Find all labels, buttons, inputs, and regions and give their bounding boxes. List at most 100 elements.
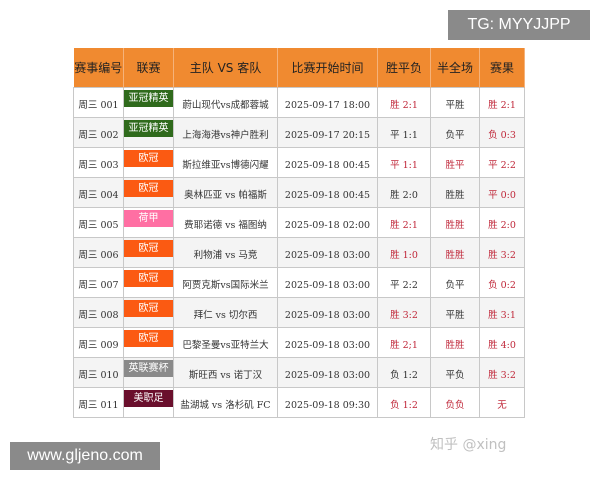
league-cell: 欧冠	[123, 236, 174, 268]
win-draw-loss: 平 1:1	[377, 146, 431, 178]
match-teams: 斯拉维亚vs博德闪耀	[173, 146, 278, 178]
league-badge: 欧冠	[124, 269, 173, 287]
match-result: 胜 3:2	[479, 236, 525, 268]
match-result: 胜 2:1	[479, 86, 525, 118]
table-row: 周三 010 英联赛杯 斯旺西 vs 诺丁汉 2025-09-18 03:00 负 1:…	[73, 356, 525, 388]
half-full: 胜胜	[430, 176, 480, 208]
match-id: 周三 008	[73, 296, 124, 328]
match-result: 胜 3:2	[479, 356, 525, 388]
match-teams: 蔚山现代vs成都蓉城	[173, 86, 278, 118]
half-full: 负负	[430, 386, 480, 418]
match-time: 2025-09-18 03:00	[277, 326, 378, 358]
win-draw-loss: 负 1:2	[377, 386, 431, 418]
win-draw-loss: 胜 1:0	[377, 236, 431, 268]
league-cell: 亚冠精英	[123, 86, 174, 118]
match-teams: 奥林匹亚 vs 帕福斯	[173, 176, 278, 208]
table-row: 周三 004 欧冠 奥林匹亚 vs 帕福斯 2025-09-18 00:45 胜 2:0…	[73, 176, 525, 208]
match-id: 周三 005	[73, 206, 124, 238]
league-badge: 欧冠	[124, 149, 173, 167]
table-row: 周三 006 欧冠 利物浦 vs 马竞 2025-09-18 03:00 胜 1:0 胜胜…	[73, 236, 525, 268]
match-time: 2025-09-18 02:00	[277, 206, 378, 238]
table-row: 周三 001 亚冠精英 蔚山现代vs成都蓉城 2025-09-17 18:00 胜 2:…	[73, 86, 525, 118]
match-teams: 盐湖城 vs 洛杉矶 FC	[173, 386, 278, 418]
league-cell: 欧冠	[123, 176, 174, 208]
header-cell: 赛果	[479, 48, 525, 87]
match-result: 胜 4:0	[479, 326, 525, 358]
match-result: 负 0:3	[479, 116, 525, 148]
match-result: 无	[479, 386, 525, 418]
match-time: 2025-09-18 00:45	[277, 176, 378, 208]
match-id: 周三 003	[73, 146, 124, 178]
site-watermark: www.gljeno.com	[10, 442, 160, 470]
match-id: 周三 011	[73, 386, 124, 418]
match-teams: 上海海港vs神户胜利	[173, 116, 278, 148]
header-cell: 比赛开始时间	[277, 48, 378, 87]
header-cell: 联赛	[123, 48, 174, 87]
league-badge: 荷甲	[124, 209, 173, 227]
league-badge: 亚冠精英	[124, 119, 173, 137]
league-badge: 英联赛杯	[124, 359, 173, 377]
league-badge: 欧冠	[124, 299, 173, 317]
league-cell: 欧冠	[123, 296, 174, 328]
match-time: 2025-09-18 03:00	[277, 266, 378, 298]
match-id: 周三 001	[73, 86, 124, 118]
win-draw-loss: 胜 2:1	[377, 206, 431, 238]
match-result: 胜 2:0	[479, 206, 525, 238]
win-draw-loss: 平 1:1	[377, 116, 431, 148]
match-id: 周三 010	[73, 356, 124, 388]
table-row: 周三 008 欧冠 拜仁 vs 切尔西 2025-09-18 03:00 胜 3:2 平胜…	[73, 296, 525, 328]
half-full: 负平	[430, 116, 480, 148]
match-result: 平 0:0	[479, 176, 525, 208]
league-badge: 亚冠精英	[124, 89, 173, 107]
league-cell: 荷甲	[123, 206, 174, 238]
win-draw-loss: 负 1:2	[377, 356, 431, 388]
league-cell: 英联赛杯	[123, 356, 174, 388]
match-id: 周三 007	[73, 266, 124, 298]
match-time: 2025-09-17 18:00	[277, 86, 378, 118]
half-full: 胜胜	[430, 326, 480, 358]
match-time: 2025-09-18 03:00	[277, 236, 378, 268]
match-result: 负 0:2	[479, 266, 525, 298]
match-result: 胜 3:1	[479, 296, 525, 328]
match-time: 2025-09-18 03:00	[277, 296, 378, 328]
league-badge: 欧冠	[124, 179, 173, 197]
table-row: 周三 011 美职足 盐湖城 vs 洛杉矶 FC 2025-09-18 09:30 负 …	[73, 386, 525, 418]
match-teams: 费耶诺德 vs 福图纳	[173, 206, 278, 238]
half-full: 胜平	[430, 146, 480, 178]
half-full: 平胜	[430, 86, 480, 118]
league-cell: 美职足	[123, 386, 174, 418]
win-draw-loss: 胜 3:2	[377, 296, 431, 328]
table-row: 周三 005 荷甲 费耶诺德 vs 福图纳 2025-09-18 02:00 胜 2:1…	[73, 206, 525, 238]
tg-watermark: TG: MYYJJPP	[448, 10, 590, 40]
match-result: 平 2:2	[479, 146, 525, 178]
match-id: 周三 002	[73, 116, 124, 148]
league-badge: 美职足	[124, 389, 173, 407]
match-id: 周三 006	[73, 236, 124, 268]
table-row: 周三 003 欧冠 斯拉维亚vs博德闪耀 2025-09-18 00:45 平 1:1 胜…	[73, 146, 525, 178]
half-full: 胜胜	[430, 236, 480, 268]
match-teams: 利物浦 vs 马竞	[173, 236, 278, 268]
match-id: 周三 009	[73, 326, 124, 358]
table-row: 周三 007 欧冠 阿贾克斯vs国际米兰 2025-09-18 03:00 平 2:2 负…	[73, 266, 525, 298]
zhihu-watermark: 知乎 @xing	[430, 437, 507, 453]
table-row: 周三 002 亚冠精英 上海海港vs神户胜利 2025-09-17 20:15 平 1:…	[73, 116, 525, 148]
match-teams: 阿贾克斯vs国际米兰	[173, 266, 278, 298]
match-teams: 巴黎圣曼vs亚特兰大	[173, 326, 278, 358]
half-full: 平负	[430, 356, 480, 388]
league-badge: 欧冠	[124, 329, 173, 347]
match-time: 2025-09-18 00:45	[277, 146, 378, 178]
header-cell: 胜平负	[377, 48, 431, 87]
header-cell: 主队 VS 客队	[173, 48, 278, 87]
league-badge: 欧冠	[124, 239, 173, 257]
win-draw-loss: 平 2:2	[377, 266, 431, 298]
half-full: 负平	[430, 266, 480, 298]
match-time: 2025-09-18 09:30	[277, 386, 378, 418]
half-full: 胜胜	[430, 206, 480, 238]
table-header: 赛事编号 联赛 主队 VS 客队 比赛开始时间 胜平负 半全场 赛果	[73, 48, 525, 87]
league-cell: 亚冠精英	[123, 116, 174, 148]
match-time: 2025-09-17 20:15	[277, 116, 378, 148]
match-teams: 拜仁 vs 切尔西	[173, 296, 278, 328]
match-time: 2025-09-18 03:00	[277, 356, 378, 388]
league-cell: 欧冠	[123, 326, 174, 358]
half-full: 平胜	[430, 296, 480, 328]
